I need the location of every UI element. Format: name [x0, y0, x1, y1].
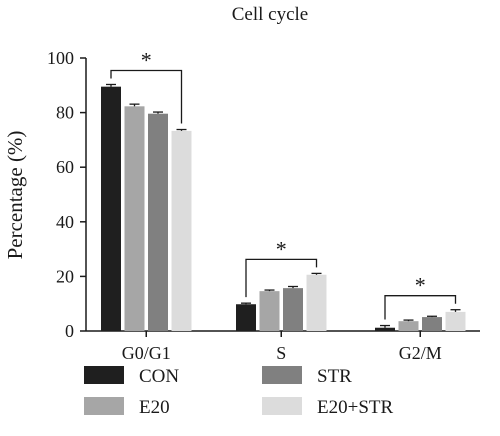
significance-bracket: [245, 258, 318, 298]
bar: [398, 321, 419, 331]
y-tick-label: 40: [56, 212, 74, 232]
bar: [148, 113, 168, 331]
bar: [171, 130, 192, 331]
x-tick-label: G0/G1: [122, 343, 171, 363]
y-tick-label: 80: [56, 103, 74, 123]
legend-swatch: [84, 366, 124, 384]
x-axis: G0/G1 S G2/M: [86, 330, 480, 363]
legend-swatch: [84, 397, 124, 415]
significance-bracket: [110, 69, 183, 124]
significance-brackets: * * *: [110, 47, 457, 320]
legend-label: CON: [139, 366, 179, 387]
y-tick-label: 0: [65, 321, 74, 341]
x-tick-label: S: [276, 343, 286, 363]
legend-label: E20+STR: [317, 397, 393, 418]
bar: [306, 274, 327, 331]
chart-title: Cell cycle: [232, 4, 309, 25]
legend-swatch: [262, 366, 302, 384]
y-tick-label: 20: [56, 266, 74, 286]
bar: [283, 288, 303, 331]
significance-star: *: [276, 236, 287, 261]
legend-label: STR: [317, 366, 352, 387]
y-axis-label: Percentage (%): [3, 131, 27, 260]
bars-group: [101, 83, 466, 331]
bar: [124, 106, 145, 331]
legend-label: E20: [139, 397, 170, 418]
y-tick-label: 100: [47, 48, 74, 68]
legend-swatch: [262, 397, 302, 415]
bar: [236, 304, 256, 331]
legend: CON E20 STR E20+STR: [84, 366, 393, 418]
bar: [422, 317, 442, 331]
x-tick-label: G2/M: [399, 343, 442, 363]
y-tick-label: 60: [56, 157, 74, 177]
significance-star: *: [415, 273, 426, 298]
significance-star: *: [141, 47, 152, 72]
bar: [101, 86, 121, 331]
bar: [375, 327, 395, 331]
bar: [259, 291, 280, 331]
significance-bracket: [384, 295, 457, 320]
bar: [445, 311, 466, 331]
y-axis: 0 20 40 60 80 100: [47, 48, 87, 341]
